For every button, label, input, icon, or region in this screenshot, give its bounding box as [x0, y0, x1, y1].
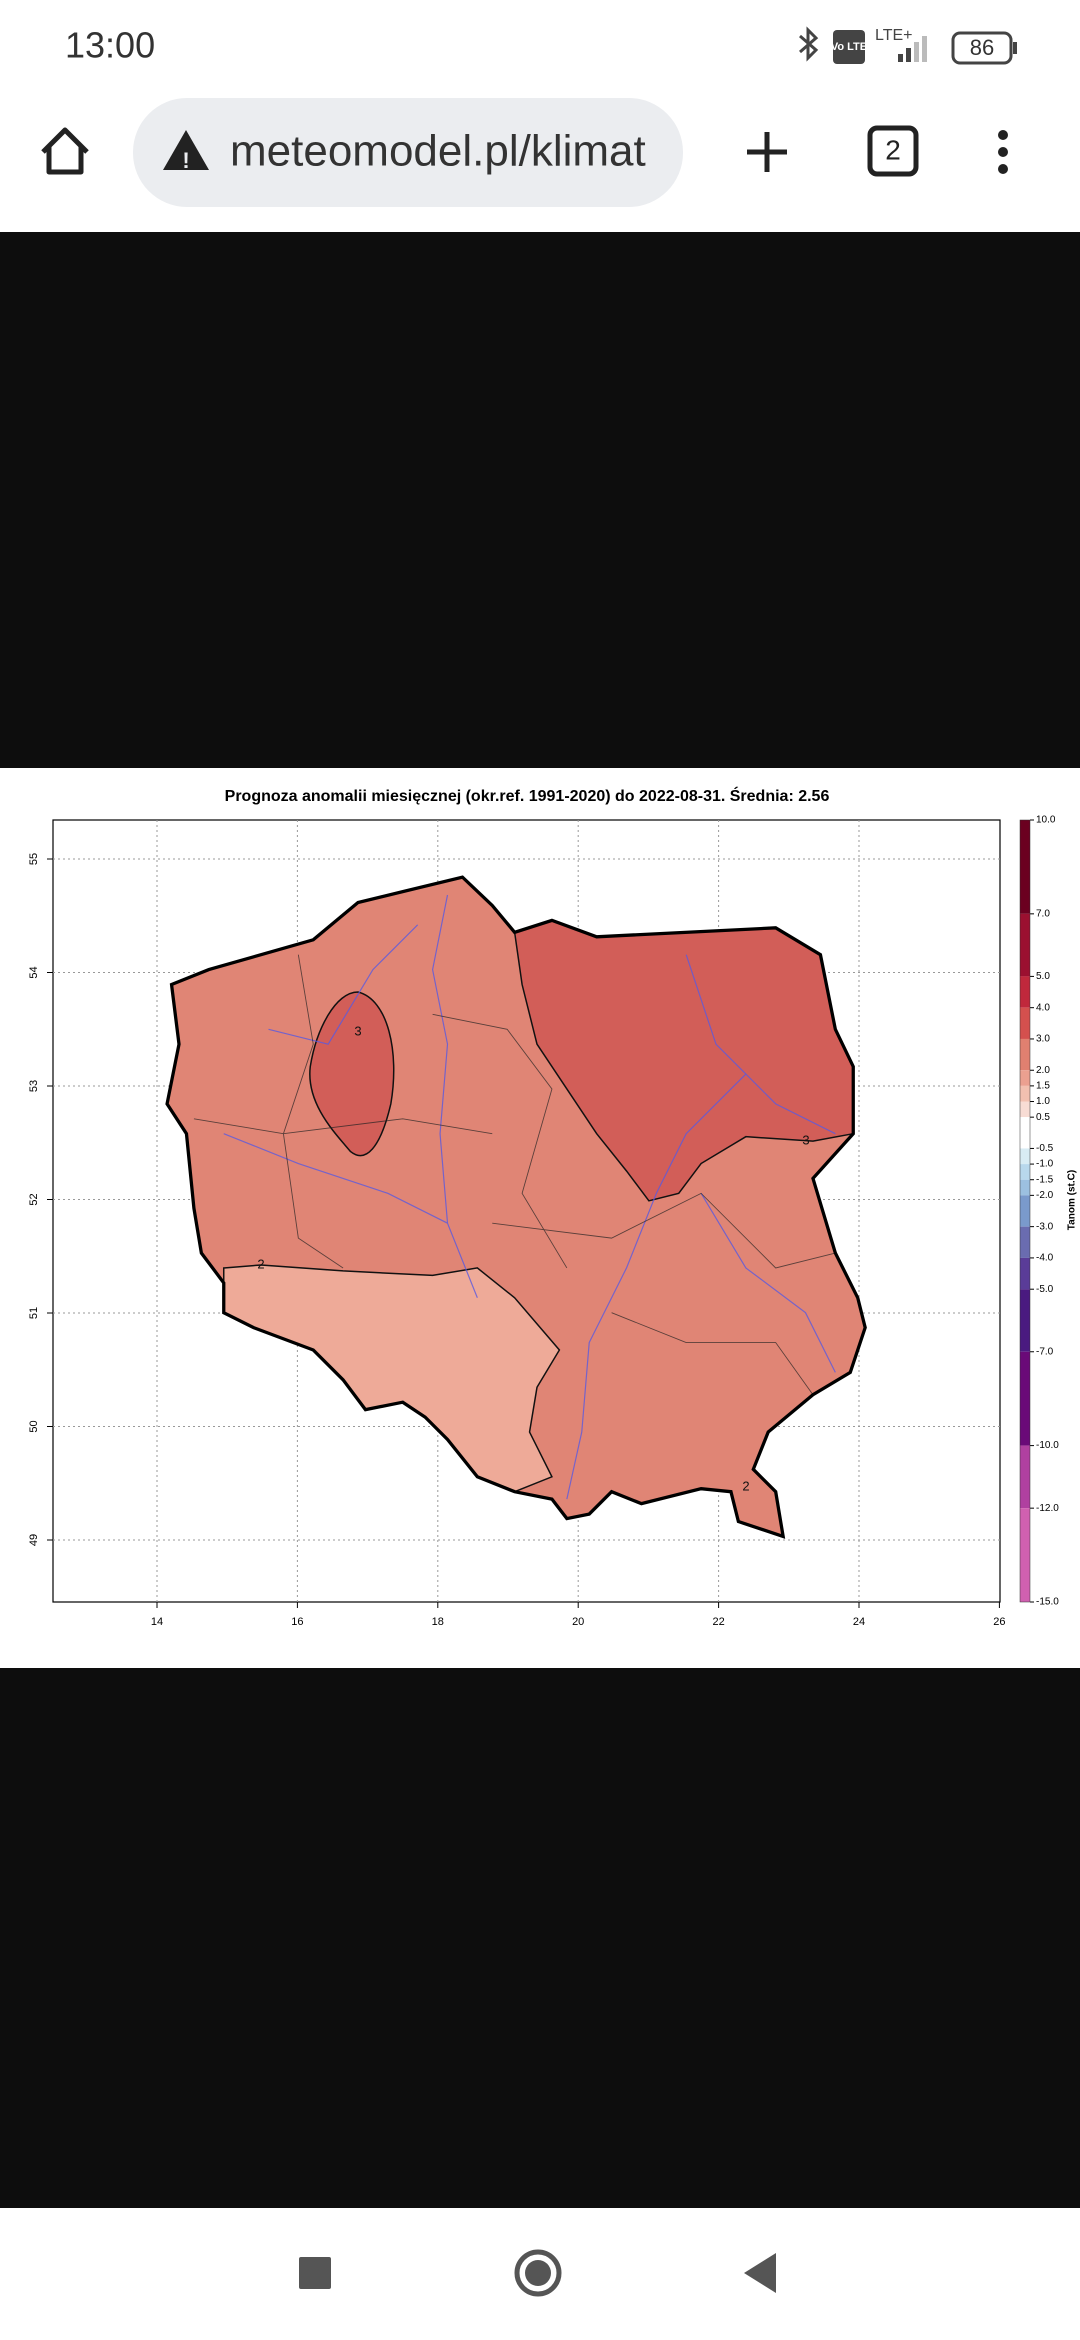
y-tick-label: 52	[28, 1193, 40, 1205]
back-button[interactable]	[744, 2253, 776, 2293]
colorbar-segment	[1020, 820, 1030, 914]
colorbar-tick-label: -0.5	[1036, 1143, 1054, 1154]
colorbar-segment	[1020, 913, 1030, 977]
black-area-bottom	[0, 1668, 1080, 2208]
bluetooth-icon	[799, 26, 819, 62]
colorbar-frame	[1019, 819, 1031, 1603]
colorbar-tick-label: 0.5	[1036, 1112, 1050, 1123]
x-tick-label: 20	[572, 1616, 584, 1628]
battery-icon	[951, 31, 1013, 65]
map-title: Prognoza anomalii miesięcznej (okr.ref. …	[225, 786, 830, 805]
colorbar-segment	[1020, 1289, 1030, 1352]
x-tick-label: 26	[993, 1616, 1005, 1628]
tabs-button[interactable]	[867, 125, 919, 177]
tabs-count[interactable]: 2	[885, 134, 901, 165]
poland-map	[165, 875, 867, 1539]
volte-badge	[833, 30, 865, 64]
home-button[interactable]	[41, 127, 89, 175]
colorbar-tick-label: 1.5	[1036, 1081, 1050, 1092]
warning-mark: !	[182, 148, 189, 173]
battery-level: 86	[970, 35, 994, 60]
y-tick-label: 55	[28, 853, 40, 865]
volte-text: Vo LTE	[831, 41, 867, 53]
contour-labels: 3 3 2 2	[257, 1023, 809, 1493]
colorbar-segment	[1020, 1257, 1030, 1290]
colorbar-segment	[1020, 1038, 1030, 1071]
colorbar-tick-label: -7.0	[1036, 1346, 1054, 1357]
colorbar-tick-label: -5.0	[1036, 1284, 1054, 1295]
colorbar-segment	[1020, 1351, 1030, 1446]
colorbar-tick-label: 4.0	[1036, 1002, 1050, 1013]
network-type: LTE+	[875, 27, 913, 44]
colorbar-segment	[1020, 1164, 1030, 1180]
colorbar-segment	[1020, 1226, 1030, 1258]
colorbar-tick-label: 2.0	[1036, 1065, 1050, 1076]
colorbar-segment	[1020, 1101, 1030, 1118]
colorbar-segment	[1020, 1445, 1030, 1509]
colorbar-segment	[1020, 1148, 1030, 1165]
url-text[interactable]: meteomodel.pl/klimat	[230, 127, 646, 176]
colorbar-tick-label: -12.0	[1036, 1503, 1059, 1514]
colorbar-segment	[1020, 1007, 1030, 1039]
colorbar-tick-label: -15.0	[1036, 1597, 1059, 1608]
home-nav-dot	[525, 2260, 551, 2286]
colorbar-segment	[1020, 976, 1030, 1008]
colorbar: 10.0 7.0 5.0 4.0 3.0 2.0 1.5 1.0 0.5 -0.5 -1.0 -1.5…	[1019, 815, 1059, 1608]
y-tick-label: 49	[28, 1534, 40, 1546]
colorbar-tick-label: -4.0	[1036, 1253, 1054, 1264]
contour-label: 2	[257, 1256, 264, 1271]
colorbar-segment	[1020, 1085, 1030, 1102]
colorbar-segment	[1020, 1508, 1030, 1602]
colorbar-segment	[1020, 1117, 1030, 1149]
menu-button[interactable]	[998, 130, 1008, 174]
home-nav-button[interactable]	[514, 2249, 562, 2297]
x-tick-label: 22	[712, 1616, 724, 1628]
colorbar-tick-label: -1.5	[1036, 1174, 1054, 1185]
contour-label: 2	[742, 1478, 749, 1493]
contour-label: 3	[354, 1023, 361, 1038]
colorbar-tick-label: 3.0	[1036, 1034, 1050, 1045]
black-area-top	[0, 232, 1080, 768]
colorbar-tick-label: -2.0	[1036, 1190, 1054, 1201]
x-tick-label: 16	[291, 1616, 303, 1628]
clock: 13:00	[65, 25, 155, 66]
colorbar-tick-label: -1.0	[1036, 1159, 1054, 1170]
y-tick-label: 50	[28, 1420, 40, 1432]
y-tick-label: 51	[28, 1307, 40, 1319]
colorbar-segment	[1020, 1179, 1030, 1196]
x-tick-label: 24	[853, 1616, 865, 1628]
colorbar-tick-label: 1.0	[1036, 1096, 1050, 1107]
x-tick-label: 18	[432, 1616, 444, 1628]
colorbar-tick-label: 10.0	[1036, 815, 1056, 826]
colorbar-tick-label: -10.0	[1036, 1440, 1059, 1451]
new-tab-button[interactable]	[747, 132, 787, 172]
colorbar-tick-label: 7.0	[1036, 908, 1050, 919]
warning-icon	[163, 130, 209, 170]
url-bar[interactable]	[133, 98, 683, 207]
y-tick-label: 53	[28, 1080, 40, 1092]
colorbar-segment	[1020, 1070, 1030, 1086]
colorbar-label: Tanom (st.C)	[1067, 1170, 1078, 1230]
colorbar-tick-label: -3.0	[1036, 1221, 1054, 1232]
colorbar-segment	[1020, 1195, 1030, 1227]
colorbar-tick-label: 5.0	[1036, 971, 1050, 982]
recents-button[interactable]	[299, 2257, 331, 2289]
signal-icon	[898, 36, 927, 62]
battery-tip	[1013, 42, 1017, 54]
y-tick-label: 54	[28, 966, 40, 978]
contour-label: 3	[802, 1132, 809, 1147]
x-tick-label: 14	[151, 1616, 163, 1628]
